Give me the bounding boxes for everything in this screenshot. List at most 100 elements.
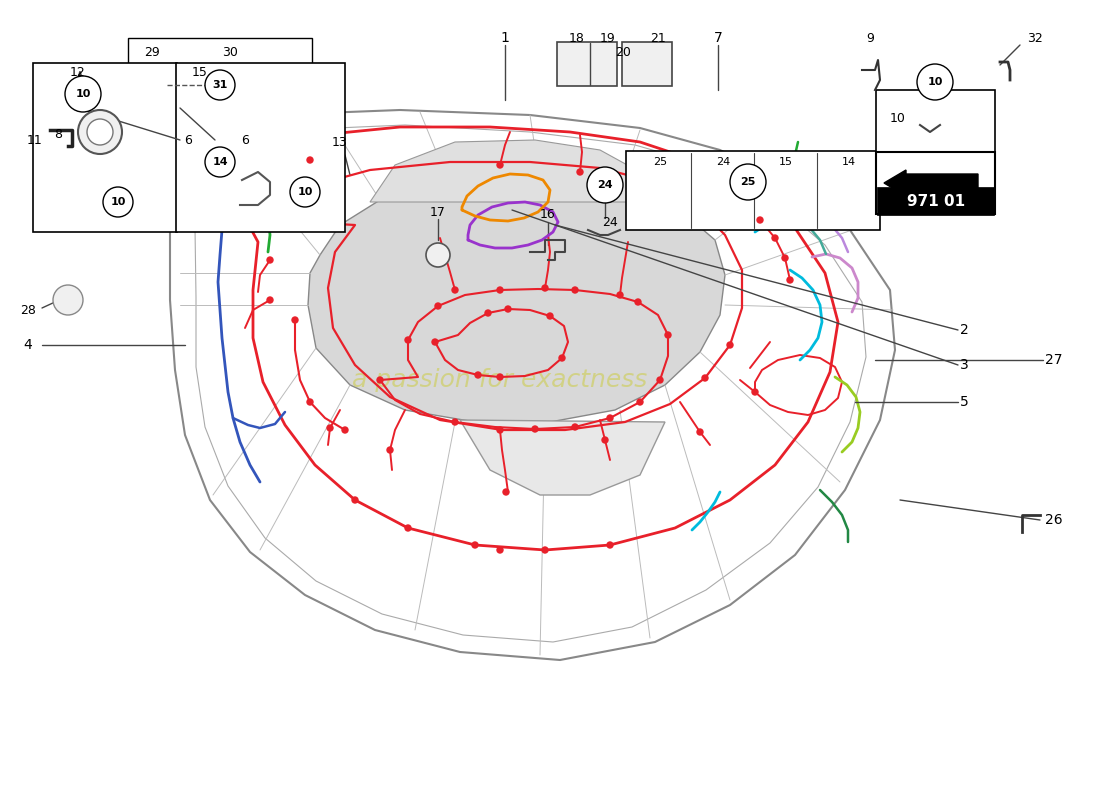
Text: 29: 29	[144, 46, 159, 58]
Text: 20: 20	[615, 46, 631, 58]
Text: 15: 15	[779, 157, 793, 167]
Circle shape	[572, 287, 578, 293]
Text: 1: 1	[500, 31, 509, 45]
FancyBboxPatch shape	[876, 90, 996, 154]
Circle shape	[635, 299, 641, 305]
Circle shape	[352, 497, 358, 503]
Text: 5: 5	[960, 395, 969, 409]
Circle shape	[542, 547, 548, 553]
FancyArrow shape	[884, 170, 978, 196]
Circle shape	[267, 257, 273, 263]
Circle shape	[697, 429, 703, 435]
Circle shape	[78, 110, 122, 154]
Circle shape	[452, 419, 458, 425]
FancyBboxPatch shape	[877, 187, 994, 215]
FancyBboxPatch shape	[557, 42, 617, 86]
Text: 8: 8	[54, 129, 62, 142]
Text: 2: 2	[960, 323, 969, 337]
Text: 17: 17	[430, 206, 446, 218]
Text: 32: 32	[1027, 31, 1043, 45]
Circle shape	[503, 489, 509, 495]
Text: 28: 28	[20, 303, 36, 317]
Text: a passion for exactness: a passion for exactness	[352, 368, 648, 392]
Text: 25: 25	[653, 157, 667, 167]
Circle shape	[497, 374, 503, 380]
Text: 10: 10	[890, 111, 906, 125]
Text: 10: 10	[110, 197, 125, 207]
Text: 14: 14	[212, 157, 228, 167]
Circle shape	[578, 169, 583, 175]
Circle shape	[405, 337, 411, 343]
Text: 12: 12	[70, 66, 86, 78]
Text: 7: 7	[714, 31, 723, 45]
Circle shape	[307, 399, 314, 405]
Circle shape	[607, 542, 613, 548]
Text: 27: 27	[1045, 353, 1063, 367]
Circle shape	[572, 424, 578, 430]
Circle shape	[602, 437, 608, 443]
Text: 971 01: 971 01	[906, 194, 965, 209]
Circle shape	[505, 306, 512, 312]
Polygon shape	[308, 182, 725, 422]
Circle shape	[426, 243, 450, 267]
Circle shape	[452, 287, 458, 293]
FancyBboxPatch shape	[626, 151, 880, 230]
Circle shape	[786, 277, 793, 283]
Circle shape	[267, 297, 273, 303]
Text: 11: 11	[28, 134, 43, 146]
Circle shape	[432, 339, 438, 345]
Text: 16: 16	[540, 209, 556, 222]
Text: 24: 24	[597, 180, 613, 190]
Circle shape	[782, 255, 788, 261]
Circle shape	[497, 547, 503, 553]
Circle shape	[53, 285, 82, 315]
Circle shape	[547, 313, 553, 319]
Circle shape	[752, 389, 758, 395]
Circle shape	[497, 427, 503, 433]
FancyBboxPatch shape	[176, 63, 345, 232]
FancyBboxPatch shape	[33, 63, 177, 232]
Circle shape	[87, 119, 113, 145]
Circle shape	[472, 542, 478, 548]
Circle shape	[205, 70, 235, 100]
Circle shape	[290, 177, 320, 207]
Text: 31: 31	[212, 80, 228, 90]
Text: 15: 15	[192, 66, 208, 78]
Circle shape	[917, 64, 953, 100]
Circle shape	[617, 292, 623, 298]
Text: 13: 13	[332, 135, 348, 149]
Circle shape	[757, 217, 763, 223]
Text: 19: 19	[601, 31, 616, 45]
Text: 24: 24	[716, 157, 730, 167]
FancyBboxPatch shape	[876, 152, 996, 214]
Circle shape	[387, 447, 393, 453]
Text: 9: 9	[866, 31, 873, 45]
Circle shape	[559, 355, 565, 361]
Circle shape	[666, 332, 671, 338]
FancyBboxPatch shape	[621, 42, 672, 86]
Circle shape	[103, 187, 133, 217]
Circle shape	[205, 147, 235, 177]
Circle shape	[327, 425, 333, 431]
Text: 14: 14	[842, 157, 856, 167]
Polygon shape	[370, 140, 660, 202]
Text: 25: 25	[740, 177, 756, 187]
Circle shape	[497, 287, 503, 293]
Text: 18: 18	[569, 31, 585, 45]
Text: 3: 3	[960, 358, 969, 372]
Text: 24: 24	[602, 215, 618, 229]
Text: 6: 6	[184, 134, 191, 146]
Circle shape	[657, 377, 663, 383]
Circle shape	[342, 427, 348, 433]
Circle shape	[542, 285, 548, 291]
Circle shape	[307, 157, 314, 163]
Text: 4: 4	[23, 338, 32, 352]
Circle shape	[727, 342, 733, 348]
Text: 10: 10	[927, 77, 943, 87]
Circle shape	[377, 377, 383, 383]
Polygon shape	[460, 420, 666, 495]
Circle shape	[637, 399, 644, 405]
Text: 26: 26	[1045, 513, 1063, 527]
Circle shape	[730, 164, 766, 200]
Circle shape	[485, 310, 491, 316]
